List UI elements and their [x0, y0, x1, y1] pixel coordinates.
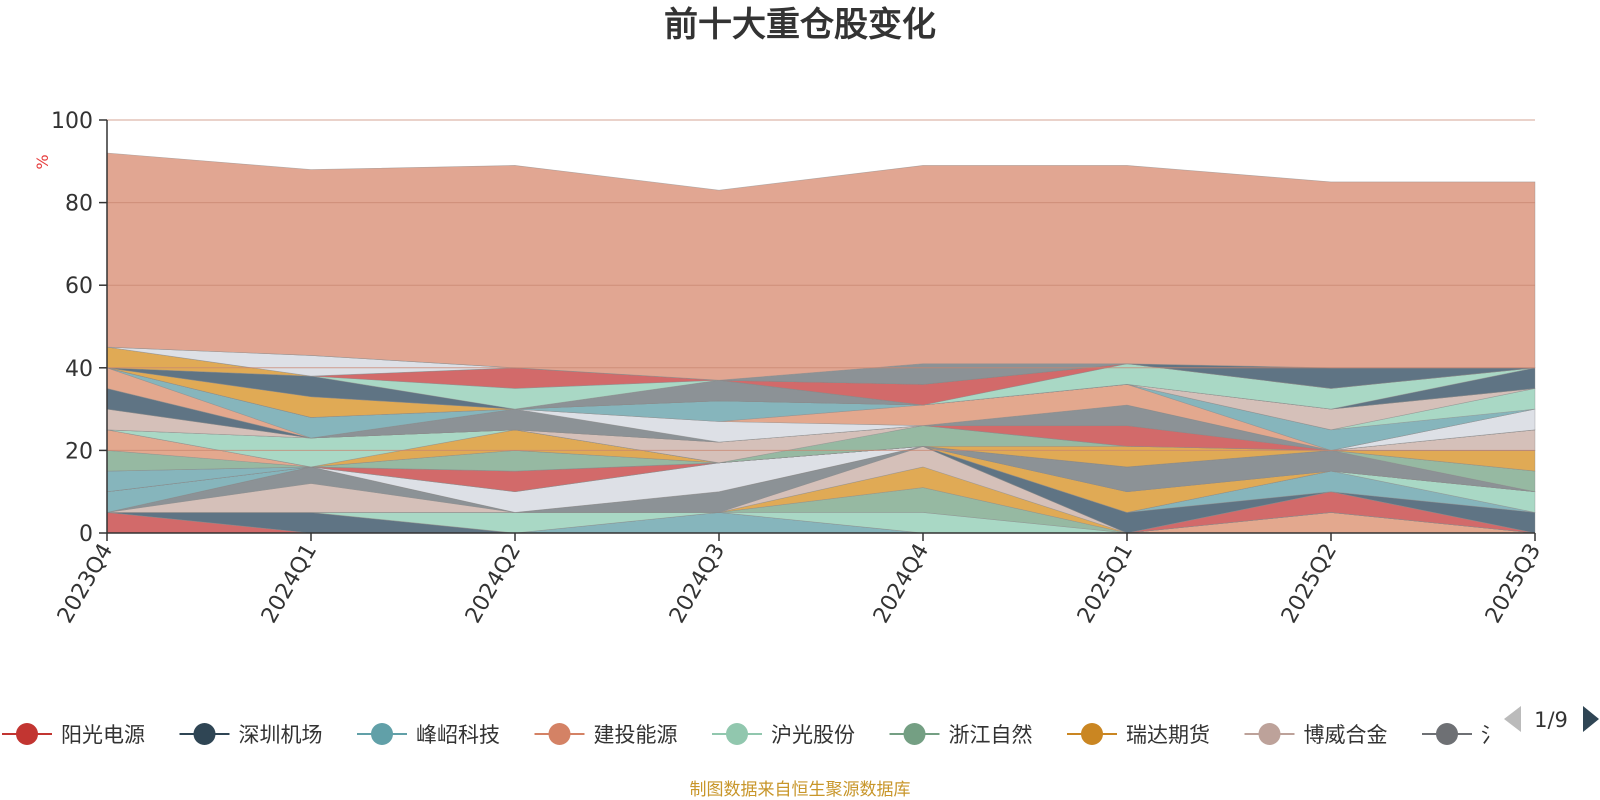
- legend-marker-icon: [1258, 723, 1281, 745]
- legend-marker-icon: [16, 723, 38, 745]
- x-tick-label-3: 2024Q3: [665, 540, 730, 628]
- legend-item-1[interactable]: 深圳机场: [179, 723, 323, 747]
- legend-prev-page-icon[interactable]: [1504, 706, 1521, 732]
- legend-item-6[interactable]: 瑞达期货: [1067, 723, 1210, 747]
- area-series-42: [106, 152, 1536, 381]
- legend-item-8[interactable]: 氵: [1422, 723, 1502, 747]
- y-tick-label-1: 20: [65, 439, 93, 464]
- legend-label: 峰岹科技: [416, 723, 500, 747]
- legend-item-2[interactable]: 峰岹科技: [357, 723, 500, 747]
- legend-page-indicator: 1/9: [1534, 708, 1568, 732]
- legend: 阳光电源 深圳机场 峰岹科技 建投能源 沪光股份 浙江自然 瑞达期货 博威合金 氵: [2, 723, 1502, 747]
- y-tick-label-0: 0: [79, 522, 93, 547]
- legend-marker-icon: [726, 723, 748, 745]
- x-tick-label-5: 2025Q1: [1073, 540, 1138, 628]
- legend-item-4[interactable]: 沪光股份: [712, 723, 855, 747]
- x-tick-label-1: 2024Q1: [257, 540, 322, 628]
- legend-marker-icon: [903, 723, 926, 745]
- chart-title: 前十大重仓股变化: [664, 5, 936, 45]
- x-tick-label-2: 2024Q2: [461, 540, 526, 628]
- legend-label: 浙江自然: [949, 723, 1033, 747]
- gridlines: [107, 119, 1535, 451]
- x-tick-label-0: 2023Q4: [53, 540, 118, 628]
- area-layers: [106, 152, 1536, 534]
- legend-label: 博威合金: [1304, 723, 1388, 747]
- legend-next-page-icon[interactable]: [1583, 706, 1599, 732]
- y-axis-unit: %: [33, 154, 52, 169]
- legend-marker-icon: [1081, 723, 1103, 745]
- legend-label: 瑞达期货: [1126, 723, 1210, 747]
- data-source-note: 制图数据来自恒生聚源数据库: [690, 780, 911, 800]
- y-tick-label-2: 40: [65, 357, 93, 382]
- legend-label: 深圳机场: [239, 723, 323, 747]
- legend-item-5[interactable]: 浙江自然: [889, 723, 1033, 747]
- legend-marker-icon: [1436, 723, 1458, 745]
- legend-marker-icon: [548, 723, 571, 745]
- y-tick-label-4: 80: [65, 192, 93, 217]
- legend-label: 氵: [1481, 723, 1502, 747]
- x-tick-label-6: 2025Q2: [1277, 540, 1342, 628]
- legend-marker-icon: [193, 723, 216, 745]
- legend-label: 建投能源: [594, 723, 678, 747]
- legend-label: 沪光股份: [771, 723, 855, 747]
- legend-item-7[interactable]: 博威合金: [1244, 723, 1388, 747]
- x-tick-label-7: 2025Q3: [1481, 540, 1546, 628]
- y-tick-label-5: 100: [51, 109, 93, 134]
- x-tick-label-4: 2024Q4: [869, 540, 934, 628]
- legend-label: 阳光电源: [61, 723, 145, 747]
- y-tick-label-3: 60: [65, 274, 93, 299]
- legend-item-3[interactable]: 建投能源: [534, 723, 678, 747]
- legend-item-0[interactable]: 阳光电源: [2, 723, 145, 747]
- legend-pager: 1/9: [1504, 706, 1599, 732]
- legend-marker-icon: [371, 723, 393, 745]
